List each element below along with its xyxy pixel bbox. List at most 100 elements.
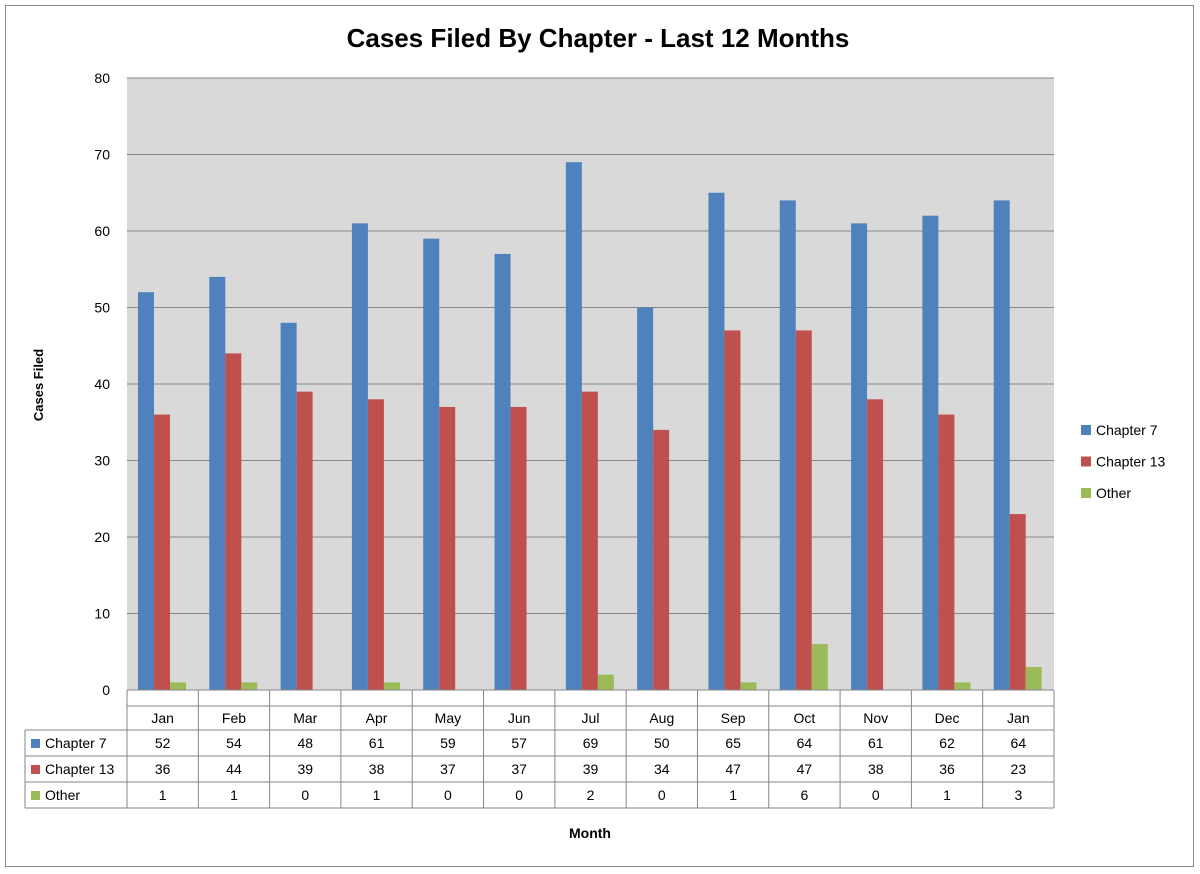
table-cell: 59 (440, 735, 456, 751)
x-axis-label: Month (569, 825, 611, 841)
bar-chapter-13 (581, 391, 598, 690)
bar-other (1025, 667, 1042, 690)
bar-chapter-7 (993, 200, 1010, 690)
bar-chapter-13 (296, 391, 313, 690)
table-cell: 64 (797, 735, 813, 751)
legend-label: Chapter 13 (1096, 454, 1165, 470)
y-tick-label: 20 (94, 529, 110, 545)
y-axis-label: Cases Filed (31, 349, 46, 421)
bar-chapter-7 (851, 223, 868, 690)
table-cell: 48 (297, 735, 313, 751)
table-series-label: Chapter 7 (45, 735, 107, 751)
bar-chapter-7 (423, 238, 440, 690)
y-tick-label: 10 (94, 606, 110, 622)
bar-chapter-7 (494, 253, 511, 690)
table-cell: 23 (1011, 761, 1027, 777)
table-cell: 0 (444, 787, 452, 803)
bar-chapter-7 (351, 223, 368, 690)
y-tick-label: 60 (94, 223, 110, 239)
y-tick-label: 80 (94, 70, 110, 86)
table-cell: 69 (583, 735, 599, 751)
table-legend-key (31, 791, 40, 800)
bar-chapter-13 (1009, 514, 1026, 690)
x-tick-label: Mar (293, 710, 317, 726)
legend-key (1081, 488, 1091, 498)
table-cell: 61 (369, 735, 385, 751)
bar-other (383, 682, 400, 690)
bar-other (740, 682, 757, 690)
table-cell: 3 (1014, 787, 1022, 803)
table-legend-key (31, 765, 40, 774)
bar-chapter-7 (779, 200, 796, 690)
bar-chapter-13 (510, 406, 527, 690)
x-tick-label: Sep (721, 710, 746, 726)
table-cell: 47 (725, 761, 741, 777)
bar-chapter-13 (724, 330, 741, 690)
x-tick-label: Jul (582, 710, 600, 726)
table-cell: 57 (511, 735, 527, 751)
table-cell: 0 (301, 787, 309, 803)
x-tick-label: Jun (508, 710, 531, 726)
table-cell: 1 (373, 787, 381, 803)
bar-chapter-7 (708, 192, 725, 690)
table-cell: 1 (729, 787, 737, 803)
bar-other (241, 682, 258, 690)
bar-other (597, 674, 614, 690)
table-cell: 47 (797, 761, 813, 777)
table-cell: 36 (939, 761, 955, 777)
table-series-label: Other (45, 787, 80, 803)
x-tick-label: Jan (1007, 710, 1030, 726)
table-cell: 64 (1011, 735, 1027, 751)
table-cell: 1 (230, 787, 238, 803)
table-legend-key (31, 739, 40, 748)
x-tick-label: Nov (863, 710, 888, 726)
bar-chapter-7 (209, 276, 226, 690)
table-cell: 61 (868, 735, 884, 751)
table-series-label: Chapter 13 (45, 761, 114, 777)
table-cell: 65 (725, 735, 741, 751)
table-cell: 1 (159, 787, 167, 803)
bar-chapter-7 (138, 292, 154, 690)
bar-chapter-7 (280, 322, 297, 690)
bar-chapter-13 (867, 399, 884, 690)
bar-chapter-13 (225, 353, 242, 690)
y-tick-label: 50 (94, 300, 110, 316)
table-cell: 38 (369, 761, 385, 777)
x-tick-label: Feb (222, 710, 246, 726)
table-cell: 36 (155, 761, 171, 777)
bar-chapter-13 (439, 406, 456, 690)
table-cell: 44 (226, 761, 242, 777)
table-cell: 37 (440, 761, 456, 777)
bar-other (170, 682, 186, 690)
bar-chapter-7 (922, 215, 939, 690)
x-tick-label: Dec (935, 710, 960, 726)
x-tick-label: May (435, 710, 461, 726)
bar-chapter-13 (367, 399, 384, 690)
bar-other (811, 644, 828, 690)
legend-label: Chapter 7 (1096, 422, 1158, 438)
table-cell: 0 (515, 787, 523, 803)
bar-chapter-13 (938, 414, 955, 690)
table-cell: 62 (939, 735, 955, 751)
legend-key (1081, 456, 1091, 467)
table-cell: 37 (511, 761, 527, 777)
y-tick-label: 0 (102, 682, 110, 698)
y-tick-label: 70 (94, 147, 110, 163)
table-cell: 38 (868, 761, 884, 777)
table-cell: 0 (658, 787, 666, 803)
bar-chapter-13 (653, 429, 670, 690)
legend-key (1081, 425, 1091, 435)
chart-title: Cases Filed By Chapter - Last 12 Months (347, 23, 850, 53)
x-tick-label: Apr (366, 710, 388, 726)
y-tick-label: 40 (94, 376, 110, 392)
bar-chapter-7 (637, 307, 654, 690)
legend-label: Other (1096, 485, 1131, 501)
table-cell: 52 (155, 735, 171, 751)
bar-other (954, 682, 971, 690)
table-cell: 0 (872, 787, 880, 803)
table-cell: 6 (801, 787, 809, 803)
table-cell: 54 (226, 735, 242, 751)
y-tick-label: 30 (94, 453, 110, 469)
